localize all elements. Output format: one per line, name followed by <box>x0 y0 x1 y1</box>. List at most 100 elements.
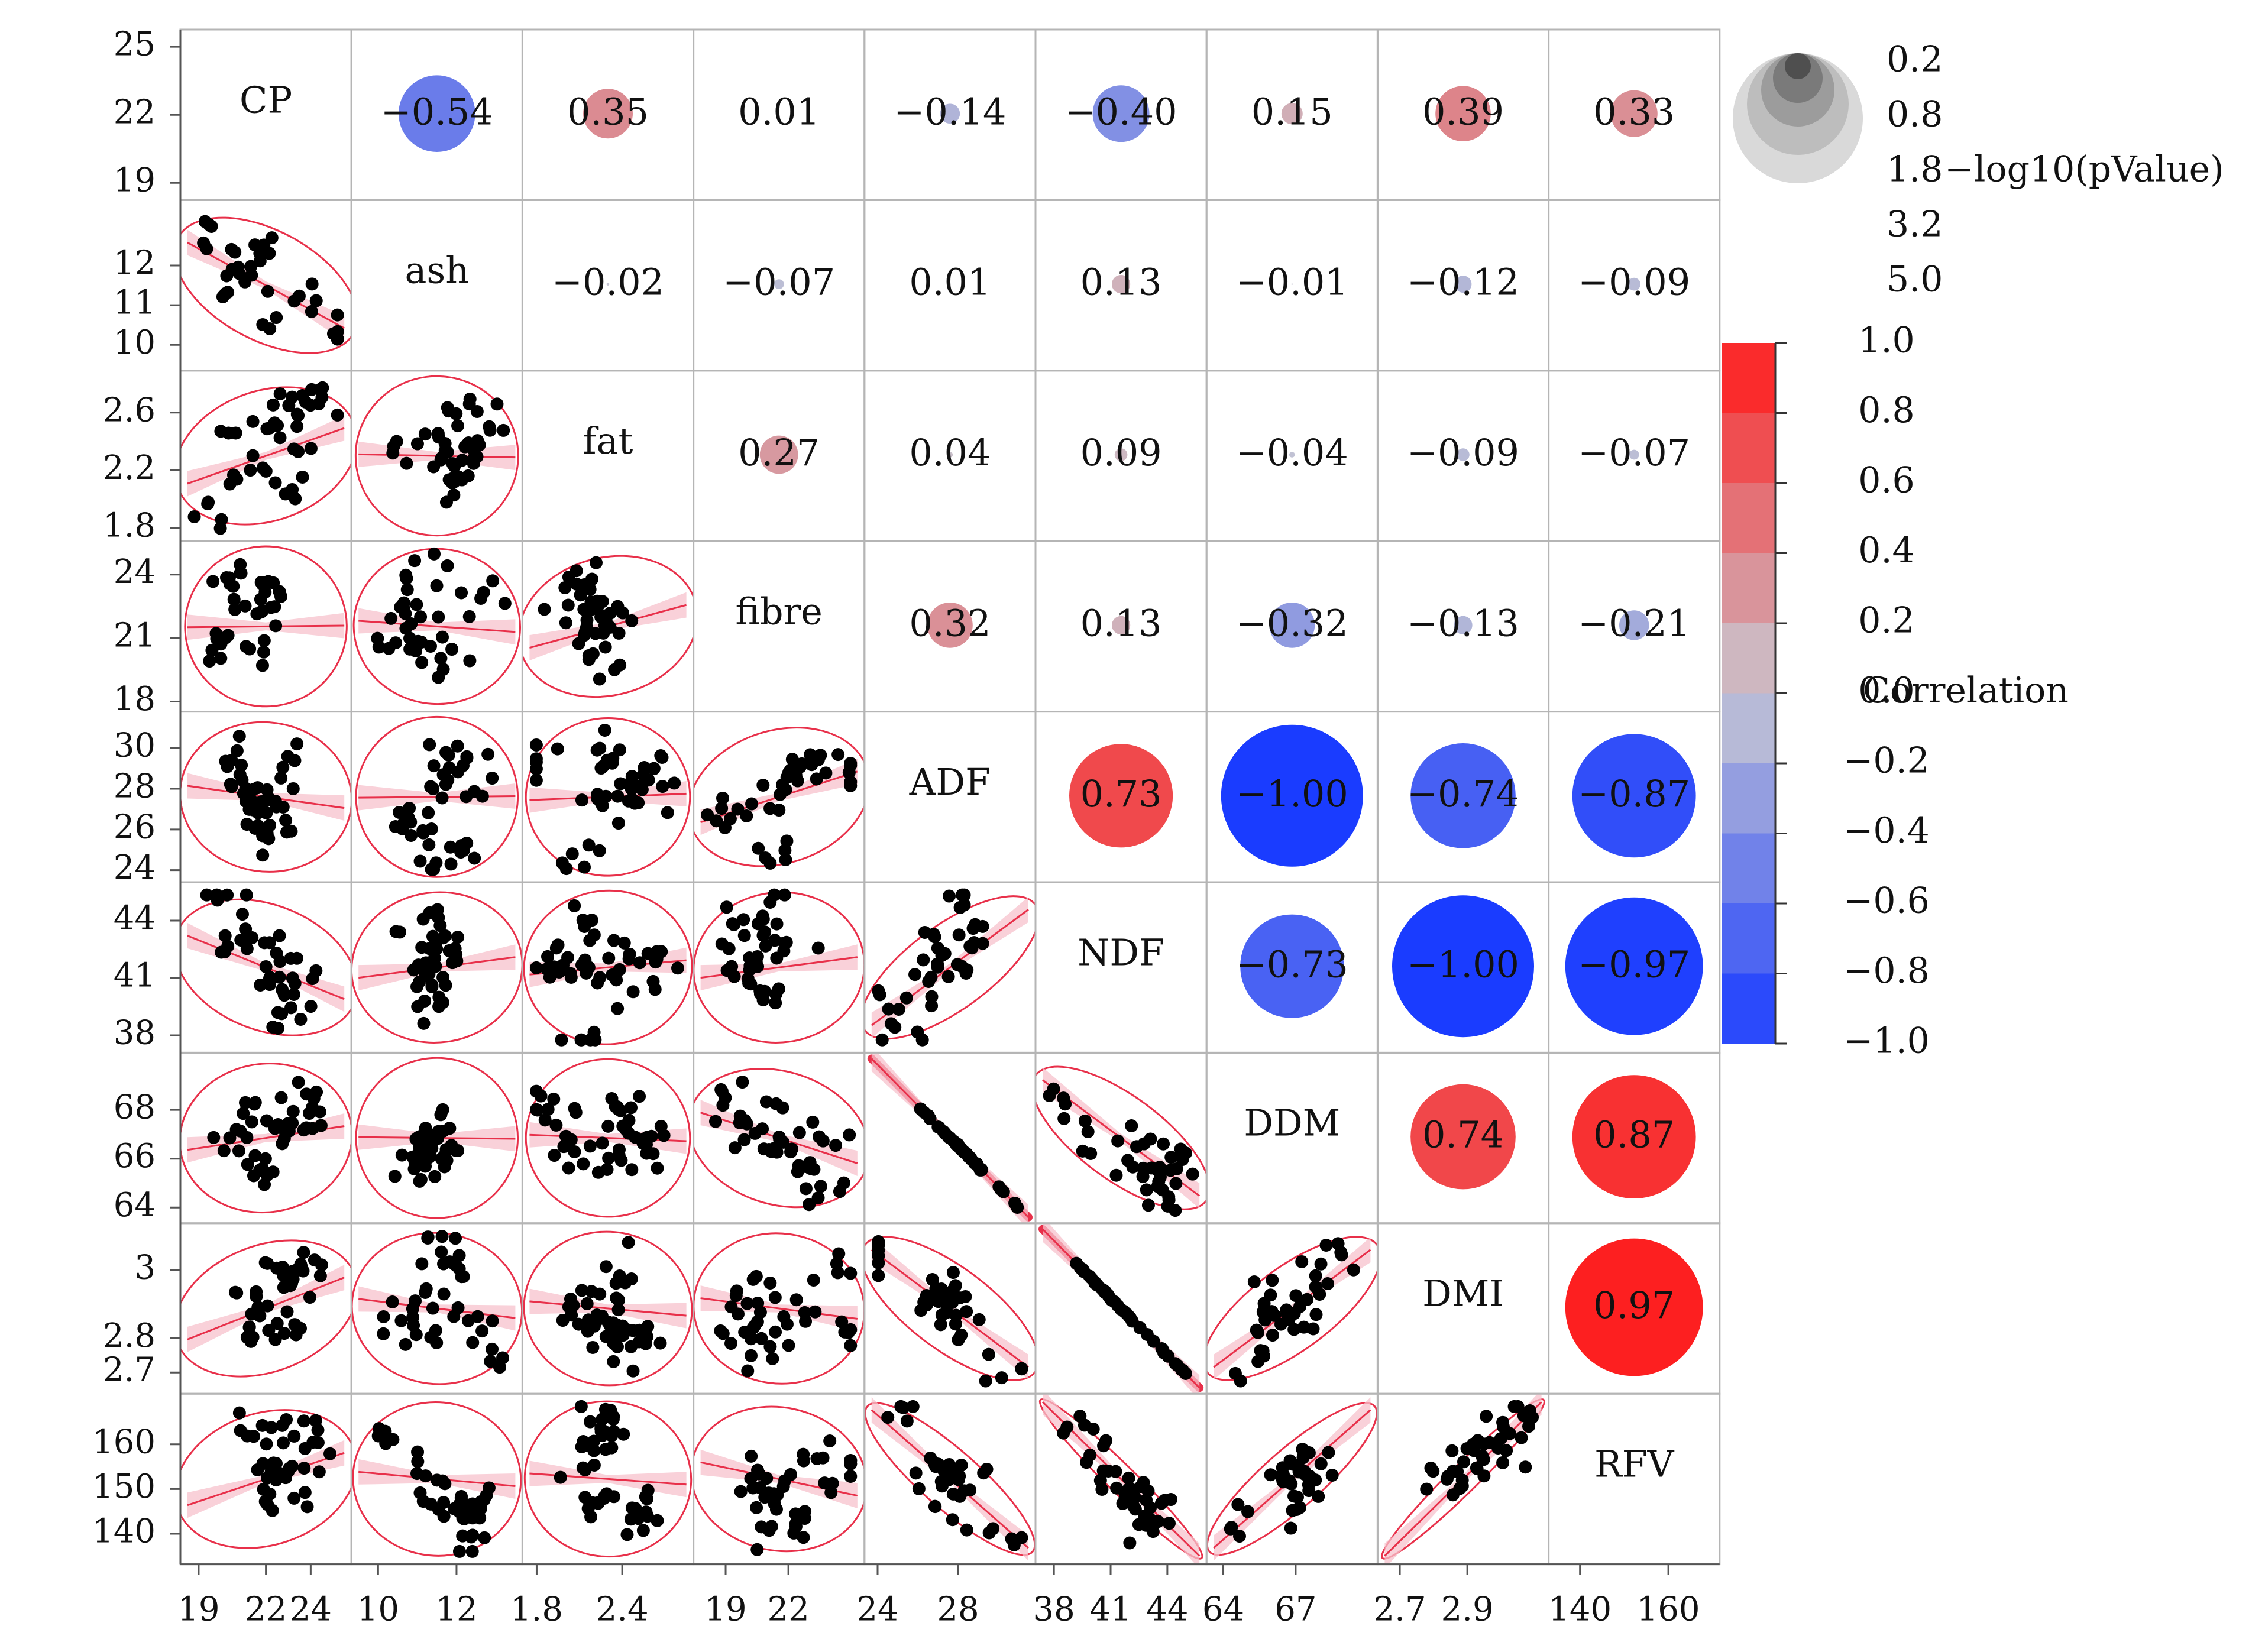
data-point <box>266 398 280 412</box>
data-point <box>260 1114 273 1128</box>
correlation-value-DDM-DMI: 0.74 <box>1422 1113 1504 1157</box>
correlation-value-NDF-RFV: −0.97 <box>1578 942 1690 986</box>
data-point <box>1274 1317 1287 1331</box>
data-point <box>466 1336 480 1349</box>
data-point <box>269 1457 283 1470</box>
data-point <box>940 1462 953 1475</box>
data-point <box>584 1415 597 1429</box>
data-point <box>246 449 260 462</box>
data-point <box>915 1033 929 1047</box>
data-point <box>609 1277 623 1290</box>
data-point <box>671 961 684 975</box>
correlation-value-CP-DMI: 0.39 <box>1422 90 1504 133</box>
data-point <box>968 918 982 931</box>
data-point <box>709 1115 723 1128</box>
scatter-cell-ADF-RFV <box>864 1397 1036 1561</box>
correlation-value-CP-DDM: 0.15 <box>1251 90 1333 133</box>
y-tick-label: 160 <box>92 1423 156 1461</box>
data-point <box>1500 1426 1513 1439</box>
correlation-circle-CP-DMI <box>1435 86 1491 141</box>
density-ellipse <box>180 216 352 354</box>
data-point <box>738 1326 752 1339</box>
data-point <box>1098 1286 1112 1300</box>
density-ellipse <box>180 1409 352 1549</box>
data-point <box>565 1308 578 1322</box>
data-point <box>460 790 473 804</box>
data-point <box>446 956 460 970</box>
y-tick-label: 2.6 <box>103 391 156 429</box>
data-point <box>924 1452 937 1465</box>
data-point <box>1005 1532 1018 1546</box>
data-point <box>431 427 445 440</box>
density-ellipse <box>522 555 694 698</box>
data-point <box>239 795 253 808</box>
data-point <box>1480 1410 1493 1423</box>
data-point <box>562 1161 575 1175</box>
data-point <box>741 972 755 986</box>
data-point <box>1241 1505 1254 1518</box>
data-point <box>578 1491 592 1504</box>
data-point <box>486 772 499 785</box>
correlation-value-ash-fat: −0.02 <box>552 261 664 304</box>
data-point <box>737 929 751 942</box>
data-point <box>900 1414 914 1428</box>
data-point <box>831 748 845 762</box>
data-point <box>478 1531 491 1544</box>
data-point <box>263 322 277 336</box>
data-point <box>430 1473 444 1487</box>
data-point <box>1136 1170 1150 1183</box>
scatter-cell-CP-fibre <box>184 545 348 708</box>
data-point <box>636 768 650 782</box>
data-point <box>269 1473 283 1487</box>
data-point <box>394 1314 408 1327</box>
data-point <box>1251 1355 1265 1368</box>
data-point <box>582 961 596 974</box>
data-point <box>439 1143 453 1157</box>
x-tick-label: 67 <box>1274 1591 1316 1629</box>
data-point <box>1467 1444 1481 1457</box>
data-point <box>918 925 931 939</box>
data-point <box>451 419 465 433</box>
data-point <box>769 987 782 1001</box>
data-point <box>386 1295 399 1309</box>
correlation-value-ash-ADF: 0.01 <box>909 261 991 304</box>
data-point <box>559 1129 572 1143</box>
data-point <box>305 277 319 291</box>
data-point <box>388 1170 402 1183</box>
size-legend-circle <box>1785 53 1811 79</box>
data-point <box>600 1163 614 1177</box>
data-point <box>280 1305 294 1319</box>
data-point <box>435 791 449 805</box>
data-point <box>277 1132 291 1145</box>
correlation-circle-ADF-DDM <box>1221 724 1363 867</box>
data-point <box>210 888 224 902</box>
data-point <box>407 1319 420 1332</box>
data-point <box>231 260 245 274</box>
scatter-cell-CP-ash <box>180 215 352 354</box>
data-point <box>565 847 579 861</box>
data-point <box>226 468 240 482</box>
data-point <box>256 461 270 475</box>
data-point <box>284 1001 298 1015</box>
data-point <box>296 470 309 484</box>
correlation-circle-fibre-ADF <box>927 603 973 648</box>
correlation-circle-ash-fibre <box>774 279 784 289</box>
data-point <box>587 1458 601 1472</box>
data-point <box>304 1000 318 1013</box>
data-point <box>428 1170 442 1183</box>
data-point <box>599 1260 613 1274</box>
data-point <box>238 935 251 948</box>
data-point <box>607 1410 620 1423</box>
data-point <box>419 1285 432 1299</box>
data-point <box>577 629 591 642</box>
data-point <box>1081 1125 1095 1139</box>
data-point <box>588 1033 602 1047</box>
data-point <box>384 611 398 625</box>
data-point <box>626 985 640 999</box>
data-point <box>925 999 939 1013</box>
data-point <box>892 1003 905 1016</box>
data-point <box>982 1526 996 1540</box>
data-point <box>1130 1140 1144 1154</box>
data-point <box>792 1159 805 1172</box>
data-point <box>824 1486 838 1499</box>
